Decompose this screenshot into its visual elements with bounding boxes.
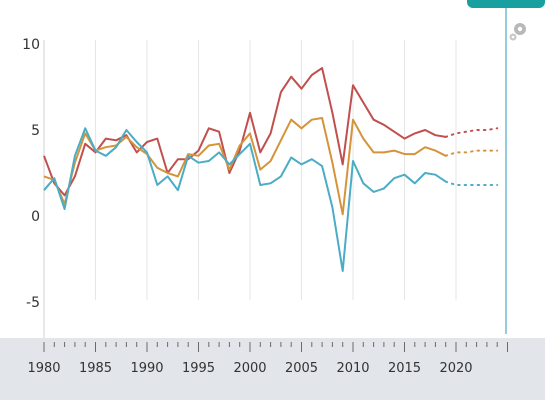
series-line-2 [43,117,447,216]
x-axis: 1980 1985 1990 1995 2000 2005 2010 2015 2020 [27,342,508,376]
series-projection-1 [444,127,499,138]
series-projection-3 [444,180,499,186]
series-layer [43,67,499,272]
x-tick-label: 2000 [233,361,266,376]
series-projection-2 [444,149,499,157]
grid-layer [43,40,457,300]
x-tick-label: 1995 [182,361,215,376]
y-tick-label: 0 [31,209,40,225]
y-tick-label: 5 [31,123,40,139]
series-line-1 [43,67,446,197]
x-tick-label: 2015 [388,361,421,376]
series-line-3 [43,127,447,272]
y-tick-label: 10 [22,37,40,53]
x-tick-label: 2005 [285,361,318,376]
gear-icon[interactable] [509,23,527,41]
x-tick-label: 1985 [79,361,112,376]
x-tick-label: 2010 [336,361,369,376]
x-axis-band [0,338,545,400]
y-tick-label: -5 [26,295,40,311]
x-tick-label: 2020 [439,361,472,376]
top-right-button[interactable] [467,0,545,8]
x-tick-label: 1990 [130,361,163,376]
y-axis: 10 5 0 -5 [22,37,45,338]
x-tick-label: 1980 [27,361,60,376]
